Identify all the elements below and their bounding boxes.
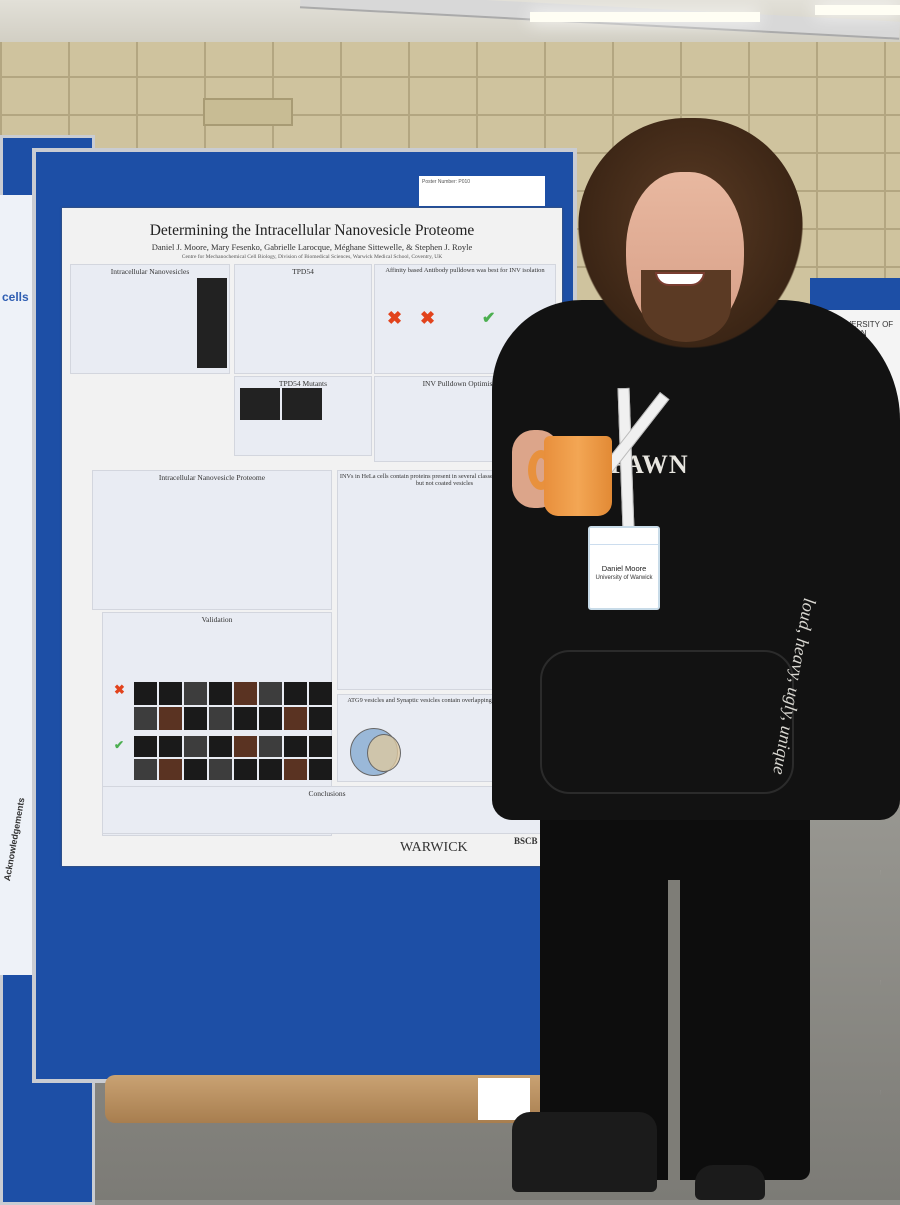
micrograph: [197, 278, 227, 368]
check-icon: ✔: [114, 738, 125, 752]
ceiling-light: [815, 5, 900, 15]
micrograph-grid: [134, 682, 332, 730]
section-heading: Affinity based Antibody pulldown was bes…: [385, 267, 545, 274]
ceiling-light: [530, 12, 760, 22]
wall-socket: [203, 98, 293, 126]
name-badge: Daniel Moore University of Warwick: [588, 526, 660, 610]
cross-icon: ✖: [387, 308, 403, 328]
bscb-logo: BSCB: [514, 836, 538, 846]
leg-gap: [668, 880, 680, 1180]
badge-header: [590, 528, 658, 545]
section-tpd54: TPD54: [234, 264, 372, 374]
right-shoe: [695, 1165, 765, 1200]
left-poster-heading: cells: [2, 290, 29, 304]
poster-title: Determining the Intracellular Nanovesicl…: [149, 222, 475, 239]
micrograph: [240, 388, 280, 420]
micrograph-grid: [134, 736, 332, 780]
left-shoe: [512, 1112, 657, 1192]
section-heading: TPD54 Mutants: [278, 379, 328, 388]
section-heading: INVs in HeLa cells contain proteins pres…: [339, 473, 550, 487]
smile: [655, 272, 705, 286]
poster-number-label: Poster Number: P010: [419, 176, 545, 206]
section-conclusions: Conclusions: [102, 786, 552, 834]
section-heading: Intracellular Nanovesicles: [110, 267, 190, 276]
section-heading: TPD54: [292, 267, 314, 276]
section-proteome: Intracellular Nanovesicle Proteome: [92, 470, 332, 610]
poster-authors: Daniel J. Moore, Mary Fesenko, Gabrielle…: [151, 242, 473, 252]
section-heading: Validation: [201, 615, 233, 624]
orange-mug: [544, 436, 612, 516]
section-heading: Intracellular Nanovesicle Proteome: [158, 473, 266, 482]
section-heading: Conclusions: [308, 789, 346, 798]
section-heading: INV Pulldown Optimisation: [422, 379, 508, 388]
micrograph: [282, 388, 322, 420]
section-heading: ATG9 vesicles and Synaptic vesicles cont…: [347, 697, 542, 704]
badge-name: Daniel Moore: [601, 564, 647, 573]
cross-icon: ✖: [114, 682, 125, 697]
check-icon: ✔: [482, 310, 496, 327]
warwick-logo: WARWICK: [400, 840, 468, 855]
hoodie-pocket: [540, 650, 794, 794]
venn-circle: [367, 734, 401, 772]
cross-icon: ✖: [420, 308, 436, 328]
badge-organization: University of Warwick: [595, 575, 653, 581]
research-poster: Determining the Intracellular Nanovesicl…: [62, 208, 562, 866]
hoodie: [492, 300, 900, 820]
poster-affiliation: Centre for Mechanochemical Cell Biology,…: [181, 254, 443, 260]
